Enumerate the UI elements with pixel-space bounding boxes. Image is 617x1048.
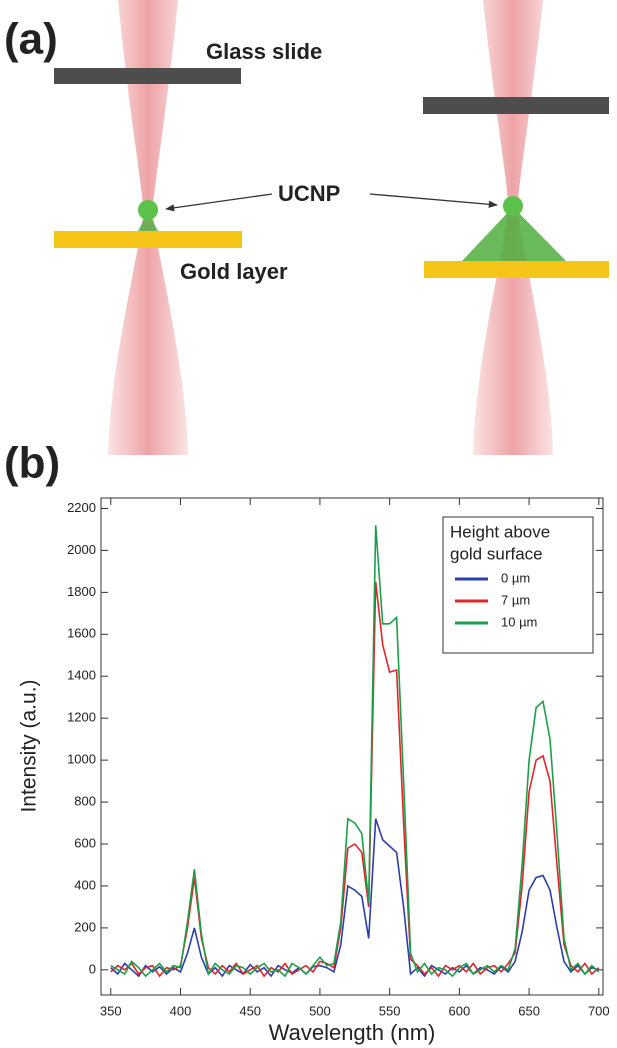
emission-cone — [462, 207, 566, 261]
arrow — [165, 193, 273, 212]
x-tick-label: 500 — [309, 1003, 331, 1018]
x-axis-title: Wavelength (nm) — [269, 1020, 436, 1045]
x-tick-label: 600 — [449, 1003, 471, 1018]
x-tick-label: 550 — [379, 1003, 401, 1018]
x-tick-label: 350 — [100, 1003, 122, 1018]
y-axis-title: Intensity (a.u.) — [18, 679, 41, 812]
y-tick-label: 600 — [74, 835, 96, 850]
x-tick-label: 700 — [588, 1003, 610, 1018]
legend-box — [442, 516, 594, 654]
panel-label: (b) — [4, 439, 60, 488]
gold-layer — [424, 261, 609, 278]
y-tick-label: 1200 — [67, 710, 96, 725]
label: Glass slide — [206, 39, 322, 64]
x-tick-label: 450 — [239, 1003, 261, 1018]
emission-cone — [138, 212, 158, 231]
y-tick-label: 2000 — [67, 542, 96, 557]
label: UCNP — [278, 181, 340, 206]
glass-slide — [423, 97, 609, 114]
y-tick-label: 400 — [74, 877, 96, 892]
y-tick-label: 2200 — [67, 500, 96, 515]
legend-label: 10 µm — [501, 614, 537, 629]
particle — [503, 196, 523, 216]
y-tick-label: 1600 — [67, 626, 96, 641]
y-tick-label: 800 — [74, 794, 96, 809]
legend-label: 0 µm — [501, 570, 530, 585]
legend-title: gold surface — [450, 544, 543, 563]
panel-label: (a) — [4, 15, 58, 64]
label: Gold layer — [180, 259, 288, 284]
glass-slide — [54, 68, 241, 84]
legend-label: 7 µm — [501, 592, 530, 607]
y-tick-label: 1800 — [67, 584, 96, 599]
legend-title: Height above — [450, 522, 550, 541]
diagram: (a) Glass slide UCNP Gold layer — [4, 0, 609, 455]
y-tick-label: 1000 — [67, 752, 96, 767]
arrow — [369, 193, 498, 208]
gold-layer — [54, 231, 242, 248]
y-tick-label: 1400 — [67, 668, 96, 683]
y-tick-label: 0 — [89, 961, 96, 976]
series-line — [110, 581, 600, 978]
plot-frame — [100, 497, 604, 996]
series-line — [110, 525, 600, 978]
x-tick-label: 400 — [170, 1003, 192, 1018]
y-tick-label: 200 — [74, 919, 96, 934]
x-tick-label: 650 — [518, 1003, 540, 1018]
series-line — [110, 818, 600, 978]
particle — [138, 200, 158, 220]
